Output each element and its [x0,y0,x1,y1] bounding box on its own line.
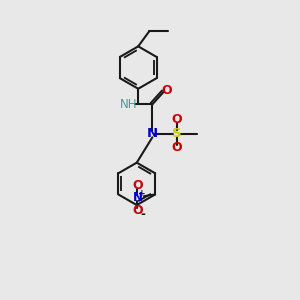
Text: O: O [132,179,143,192]
Text: NH: NH [120,98,137,111]
Text: O: O [171,141,182,154]
Text: N: N [147,127,158,140]
Text: -: - [140,208,145,221]
Text: S: S [172,127,181,140]
Text: N: N [132,191,142,205]
Text: +: + [138,189,146,198]
Text: O: O [162,84,172,97]
Text: O: O [171,113,182,126]
Text: O: O [132,205,143,218]
